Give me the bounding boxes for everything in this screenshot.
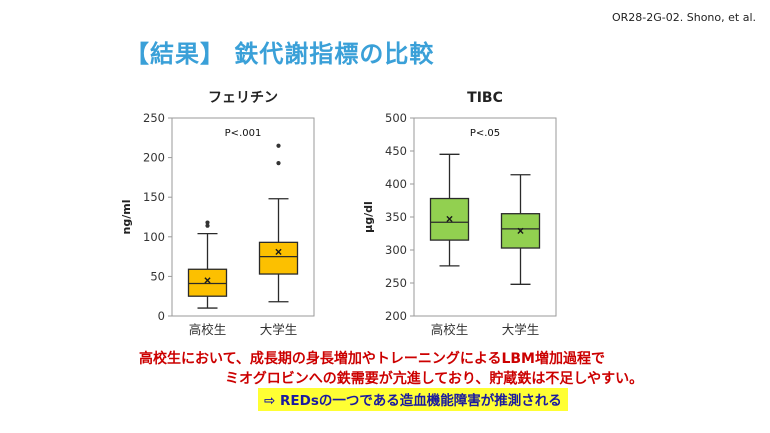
y-tick-label: 150 (143, 190, 165, 204)
outlier-point (276, 161, 281, 166)
tibc-chart-svg: TIBC 200 250 300 350 400 450 500 μg/dl P<.05 高校生 大学… (362, 90, 557, 337)
conclusion-line-2: ミオグロビンへの鉄需要が亢進しており、貯蔵鉄は不足しやすい。 (225, 371, 644, 387)
chart-title: フェリチン (208, 90, 278, 106)
conclusion-line-1: 高校生において、成長期の身長増加やトレーニングによるLBM増加過程で (139, 351, 605, 367)
x-category-label: 大学生 (260, 322, 298, 337)
x-category-label: 高校生 (431, 322, 469, 337)
y-tick-label: 350 (385, 210, 407, 224)
y-tick-label: 100 (143, 230, 165, 244)
p-value-annotation: P<.001 (225, 128, 262, 139)
y-tick-label: 400 (385, 177, 407, 191)
slide-title: 【結果】 鉄代謝指標の比較 (125, 40, 435, 68)
outlier-point (205, 223, 210, 228)
mean-marker (517, 227, 524, 234)
y-tick-label: 250 (385, 276, 407, 290)
tibc-chart: TIBC 200 250 300 350 400 450 500 μg/dl P<.05 高校生 大学… (352, 84, 582, 344)
reference-label: OR28-2G-02. Shono, et al. (612, 11, 756, 24)
outlier-point (205, 220, 210, 225)
outlier-point (276, 143, 281, 148)
ferritin-chart: フェリチン 0 50 100 150 200 250 ng/ml P<.001 高校生 大学生 (110, 84, 340, 344)
box-iqr (258, 241, 299, 275)
p-value-annotation: P<.05 (470, 128, 500, 139)
ferritin-chart-svg: フェリチン 0 50 100 150 200 250 ng/ml P<.001 高校生 大学生 (120, 90, 315, 337)
box-iqr (187, 268, 228, 297)
conclusion-highlight: ⇨ REDsの一つである造血機能障害が推測される (258, 388, 568, 411)
mean-marker (204, 277, 211, 284)
x-category-label: 高校生 (189, 322, 227, 337)
chart-title: TIBC (467, 90, 503, 106)
y-tick-label: 50 (150, 269, 165, 283)
plot-frame (171, 117, 315, 317)
y-tick-label: 300 (385, 243, 407, 257)
y-axis-label: μg/dl (362, 201, 375, 233)
y-tick-label: 500 (385, 111, 407, 125)
x-category-label: 大学生 (502, 322, 540, 337)
y-tick-label: 250 (143, 111, 165, 125)
y-tick-label: 200 (385, 309, 407, 323)
y-tick-label: 0 (158, 309, 165, 323)
y-axis-label: ng/ml (120, 200, 133, 235)
mean-marker (275, 248, 282, 255)
mean-marker (446, 215, 453, 223)
y-tick-label: 450 (385, 144, 407, 158)
y-tick-label: 200 (143, 151, 165, 165)
